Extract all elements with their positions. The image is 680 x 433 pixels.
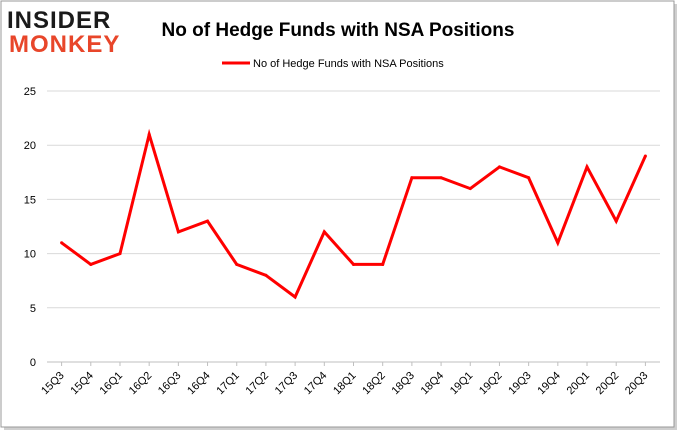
- data-point: [147, 132, 151, 136]
- data-point: [381, 262, 385, 266]
- data-point: [556, 241, 560, 245]
- data-point: [118, 252, 122, 256]
- data-point: [235, 262, 239, 266]
- y-tick-label: 5: [30, 303, 36, 315]
- chart-title: No of Hedge Funds with NSA Positions: [162, 20, 515, 41]
- y-tick-label: 10: [24, 249, 36, 261]
- data-point: [60, 241, 64, 245]
- data-point: [293, 295, 297, 299]
- data-point: [264, 273, 268, 277]
- logo: INSIDER MONKEY: [7, 7, 120, 58]
- y-tick-label: 0: [30, 357, 36, 369]
- data-point: [206, 219, 210, 223]
- legend: No of Hedge Funds with NSA Positions: [222, 58, 444, 70]
- y-tick-label: 20: [24, 140, 36, 152]
- logo-line1: INSIDER: [7, 7, 111, 34]
- data-point: [585, 165, 589, 169]
- data-point: [468, 187, 472, 191]
- data-point: [527, 176, 531, 180]
- data-point: [614, 219, 618, 223]
- legend-label: No of Hedge Funds with NSA Positions: [253, 58, 444, 70]
- data-point: [89, 262, 93, 266]
- data-point: [410, 176, 414, 180]
- y-tick-label: 25: [24, 86, 36, 98]
- data-point: [352, 262, 355, 266]
- data-point: [439, 176, 443, 180]
- data-point: [497, 165, 501, 169]
- y-tick-label: 15: [24, 194, 36, 206]
- data-point: [176, 230, 180, 234]
- data-point: [643, 154, 647, 158]
- logo-line2: MONKEY: [9, 31, 120, 58]
- data-point: [322, 230, 326, 234]
